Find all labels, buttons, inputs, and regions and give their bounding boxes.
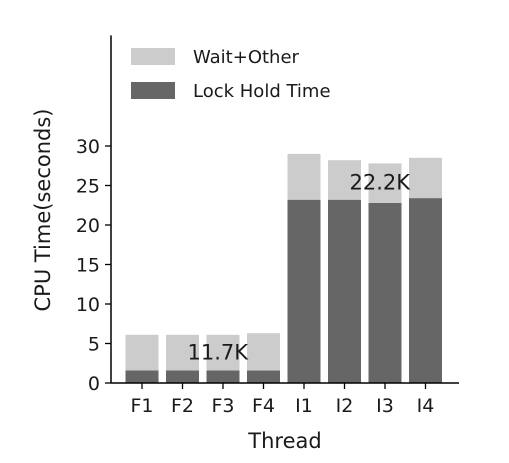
bar-f3-wait-other <box>206 334 240 371</box>
bar-i1-lock-hold-time <box>287 199 321 383</box>
bar-f1-lock-hold-time <box>125 370 159 383</box>
annotation-2: 22.2K <box>349 171 411 195</box>
bar-f4-lock-hold-time <box>247 370 280 383</box>
annotation-1: 11.7K <box>187 340 249 364</box>
axes-group <box>110 35 459 384</box>
x-tick-label-i2: I2 <box>336 395 354 417</box>
x-tick-label-i3: I3 <box>376 395 394 417</box>
bar-f3-lock-hold-time <box>206 370 240 383</box>
y-axis-label: CPU Time(seconds) <box>31 109 55 312</box>
bars-group <box>125 153 442 383</box>
legend-swatch-wait-other <box>131 48 175 65</box>
y-tick-label-30: 30 <box>76 136 100 158</box>
bar-f4-wait-other <box>247 333 280 371</box>
bar-f2-lock-hold-time <box>166 370 199 383</box>
x-tick-label-f3: F3 <box>211 395 234 417</box>
legend: Wait+Other Lock Hold Time <box>131 47 331 102</box>
bar-i2-lock-hold-time <box>328 199 361 383</box>
bar-f2-wait-other <box>166 334 199 371</box>
x-axis-label: Thread <box>247 429 321 453</box>
y-tick-label-15: 15 <box>76 255 100 277</box>
y-tick-label-10: 10 <box>76 294 100 316</box>
y-tick-label-5: 5 <box>88 334 100 356</box>
x-tick-label-f4: F4 <box>252 395 275 417</box>
bar-i2-wait-other <box>328 160 361 200</box>
bar-i1-wait-other <box>287 153 321 200</box>
x-tick-label-i1: I1 <box>295 395 313 417</box>
bar-i4-lock-hold-time <box>409 198 442 383</box>
x-tick-label-i4: I4 <box>417 395 435 417</box>
bar-f1-wait-other <box>125 334 159 371</box>
x-tick-label-f1: F1 <box>130 395 153 417</box>
y-tick-label-25: 25 <box>76 176 100 198</box>
bar-i4-wait-other <box>409 157 442 199</box>
legend-label-lock-hold-time: Lock Hold Time <box>193 81 331 102</box>
y-tick-label-0: 0 <box>88 373 100 395</box>
legend-swatch-lock-hold-time <box>131 82 175 99</box>
legend-label-wait-other: Wait+Other <box>193 47 300 68</box>
ticks-group: 0 5 10 15 20 25 30 F1 F2 F3 F4 I1 I2 I3 I4 <box>76 136 435 417</box>
x-tick-label-f2: F2 <box>171 395 194 417</box>
bar-i3-wait-other <box>368 163 402 203</box>
y-tick-label-20: 20 <box>76 215 100 237</box>
annotations-group: 11.7K 22.2K <box>187 171 411 365</box>
bar-i3-lock-hold-time <box>368 202 402 383</box>
